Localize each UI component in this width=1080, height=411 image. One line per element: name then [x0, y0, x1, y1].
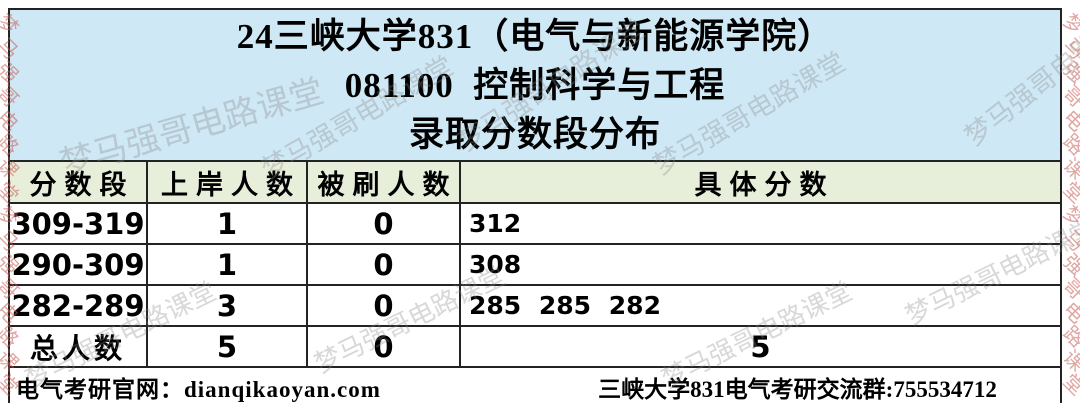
column-header-row: 分数段 上岸人数 被刷人数 具体分数 [10, 162, 1060, 204]
cell-admitted-count: 1 [148, 204, 308, 243]
cell-rejected-count: 0 [308, 245, 461, 284]
edge-watermark-right: 梦马强哥电路课堂梦马强哥电路课堂 [1058, 10, 1080, 400]
cell-score-range: 282-289 [10, 286, 148, 325]
column-header-admitted-count: 上岸人数 [148, 162, 308, 202]
table-row: 309-319 1 0 312 [10, 204, 1060, 245]
cell-admitted-count: 3 [148, 286, 308, 325]
total-rejected-count: 0 [308, 327, 461, 366]
cell-rejected-count: 0 [308, 286, 461, 325]
title-line-2: 081100 控制科学与工程 [344, 65, 726, 105]
admissions-score-table: 24三峡大学831（电气与新能源学院） 081100 控制科学与工程 录取分数段… [8, 8, 1062, 405]
cell-score-details: 308 [469, 250, 522, 279]
table-row: 290-309 1 0 308 [10, 245, 1060, 286]
cell-score-range: 309-319 [10, 204, 148, 243]
cell-admitted-count: 1 [148, 245, 308, 284]
cell-rejected-count: 0 [308, 204, 461, 243]
footer-bar: 电气考研官网：dianqikaoyan.com 三峡大学831电气考研交流群:7… [10, 368, 1060, 405]
total-score-details: 5 [750, 329, 771, 364]
cell-score-details: 312 [469, 209, 522, 238]
cell-score-range: 290-309 [10, 245, 148, 284]
column-header-score-range: 分数段 [10, 162, 148, 202]
footer-website: 电气考研官网：dianqikaoyan.com [16, 376, 381, 402]
total-row: 总人数 5 0 5 [10, 327, 1060, 368]
column-header-score-details: 具体分数 [694, 169, 835, 200]
table-title-block: 24三峡大学831（电气与新能源学院） 081100 控制科学与工程 录取分数段… [10, 10, 1060, 162]
total-admitted-count: 5 [148, 327, 308, 366]
title-line-1: 24三峡大学831（电气与新能源学院） [236, 16, 834, 56]
cell-score-details: 285 285 282 [469, 291, 661, 320]
total-label: 总人数 [10, 327, 148, 366]
title-line-3: 录取分数段分布 [408, 114, 661, 154]
footer-qq-group: 三峡大学831电气考研交流群:755534712 [598, 376, 997, 402]
column-header-rejected-count: 被刷人数 [308, 162, 461, 202]
table-row: 282-289 3 0 285 285 282 [10, 286, 1060, 327]
